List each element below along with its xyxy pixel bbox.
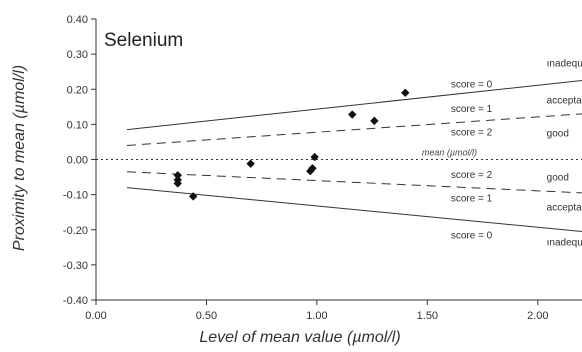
dashed-reference-line [126,171,582,194]
score-label: score = 2 [451,170,493,181]
data-point [308,164,317,173]
data-point [173,171,182,180]
data-point [246,159,255,168]
reference-lines [96,79,582,233]
y-tick-label: 0.20 [67,84,88,96]
x-tick-label: 0.50 [196,310,217,322]
data-point [401,88,410,97]
solid-reference-line [126,187,582,233]
zone-label: ınadequate [547,58,582,69]
y-tick-label: 0.30 [67,49,88,61]
data-point [173,179,182,188]
solid-reference-line [126,79,582,131]
y-tick-label: 0.00 [67,155,88,167]
zone-label: acceptable [547,95,582,106]
data-points [173,88,410,201]
mean-line-label: mean (µmol/l) [422,147,477,157]
dashed-reference-line [126,113,582,146]
x-tick-label: 0.00 [85,310,106,322]
score-label: score = 0 [451,79,493,90]
x-tick-label: 1.00 [306,310,327,322]
y-tick-label: -0.40 [63,295,88,307]
x-axis-title: Level of mean value (µmol/l) [199,329,400,346]
data-point [189,192,198,201]
data-point [310,152,319,162]
score-label: score = 0 [451,231,493,242]
chart-title: Selenium [104,30,183,51]
x-tick-label: 1.50 [417,310,438,322]
y-tick-label: -0.30 [63,260,88,272]
score-label: score = 1 [451,104,493,115]
annotations: score = 0 score = 1 score = 2 score = 2 scor… [422,58,582,248]
score-label: score = 1 [451,194,493,205]
y-tick-label: 0.10 [67,119,88,131]
y-tick-label: 0.40 [67,14,88,26]
zone-label: ınadequate [547,238,582,249]
axes: 0.40 0.30 0.20 0.10 0.00 -0.10 -0.20 -0.30 -0.40… [63,14,582,322]
y-tick-label: -0.20 [63,225,88,237]
x-tick-label: 2.00 [527,310,548,322]
y-tick-label: -0.10 [63,190,88,202]
data-point [370,116,379,126]
y-axis-title: Proximity to mean (µmol/l) [11,65,28,251]
zone-label: good [547,173,569,184]
zone-label: acceptable [547,202,582,213]
score-label: score = 2 [451,128,493,139]
data-point [348,110,357,119]
zone-label: good [547,129,569,140]
